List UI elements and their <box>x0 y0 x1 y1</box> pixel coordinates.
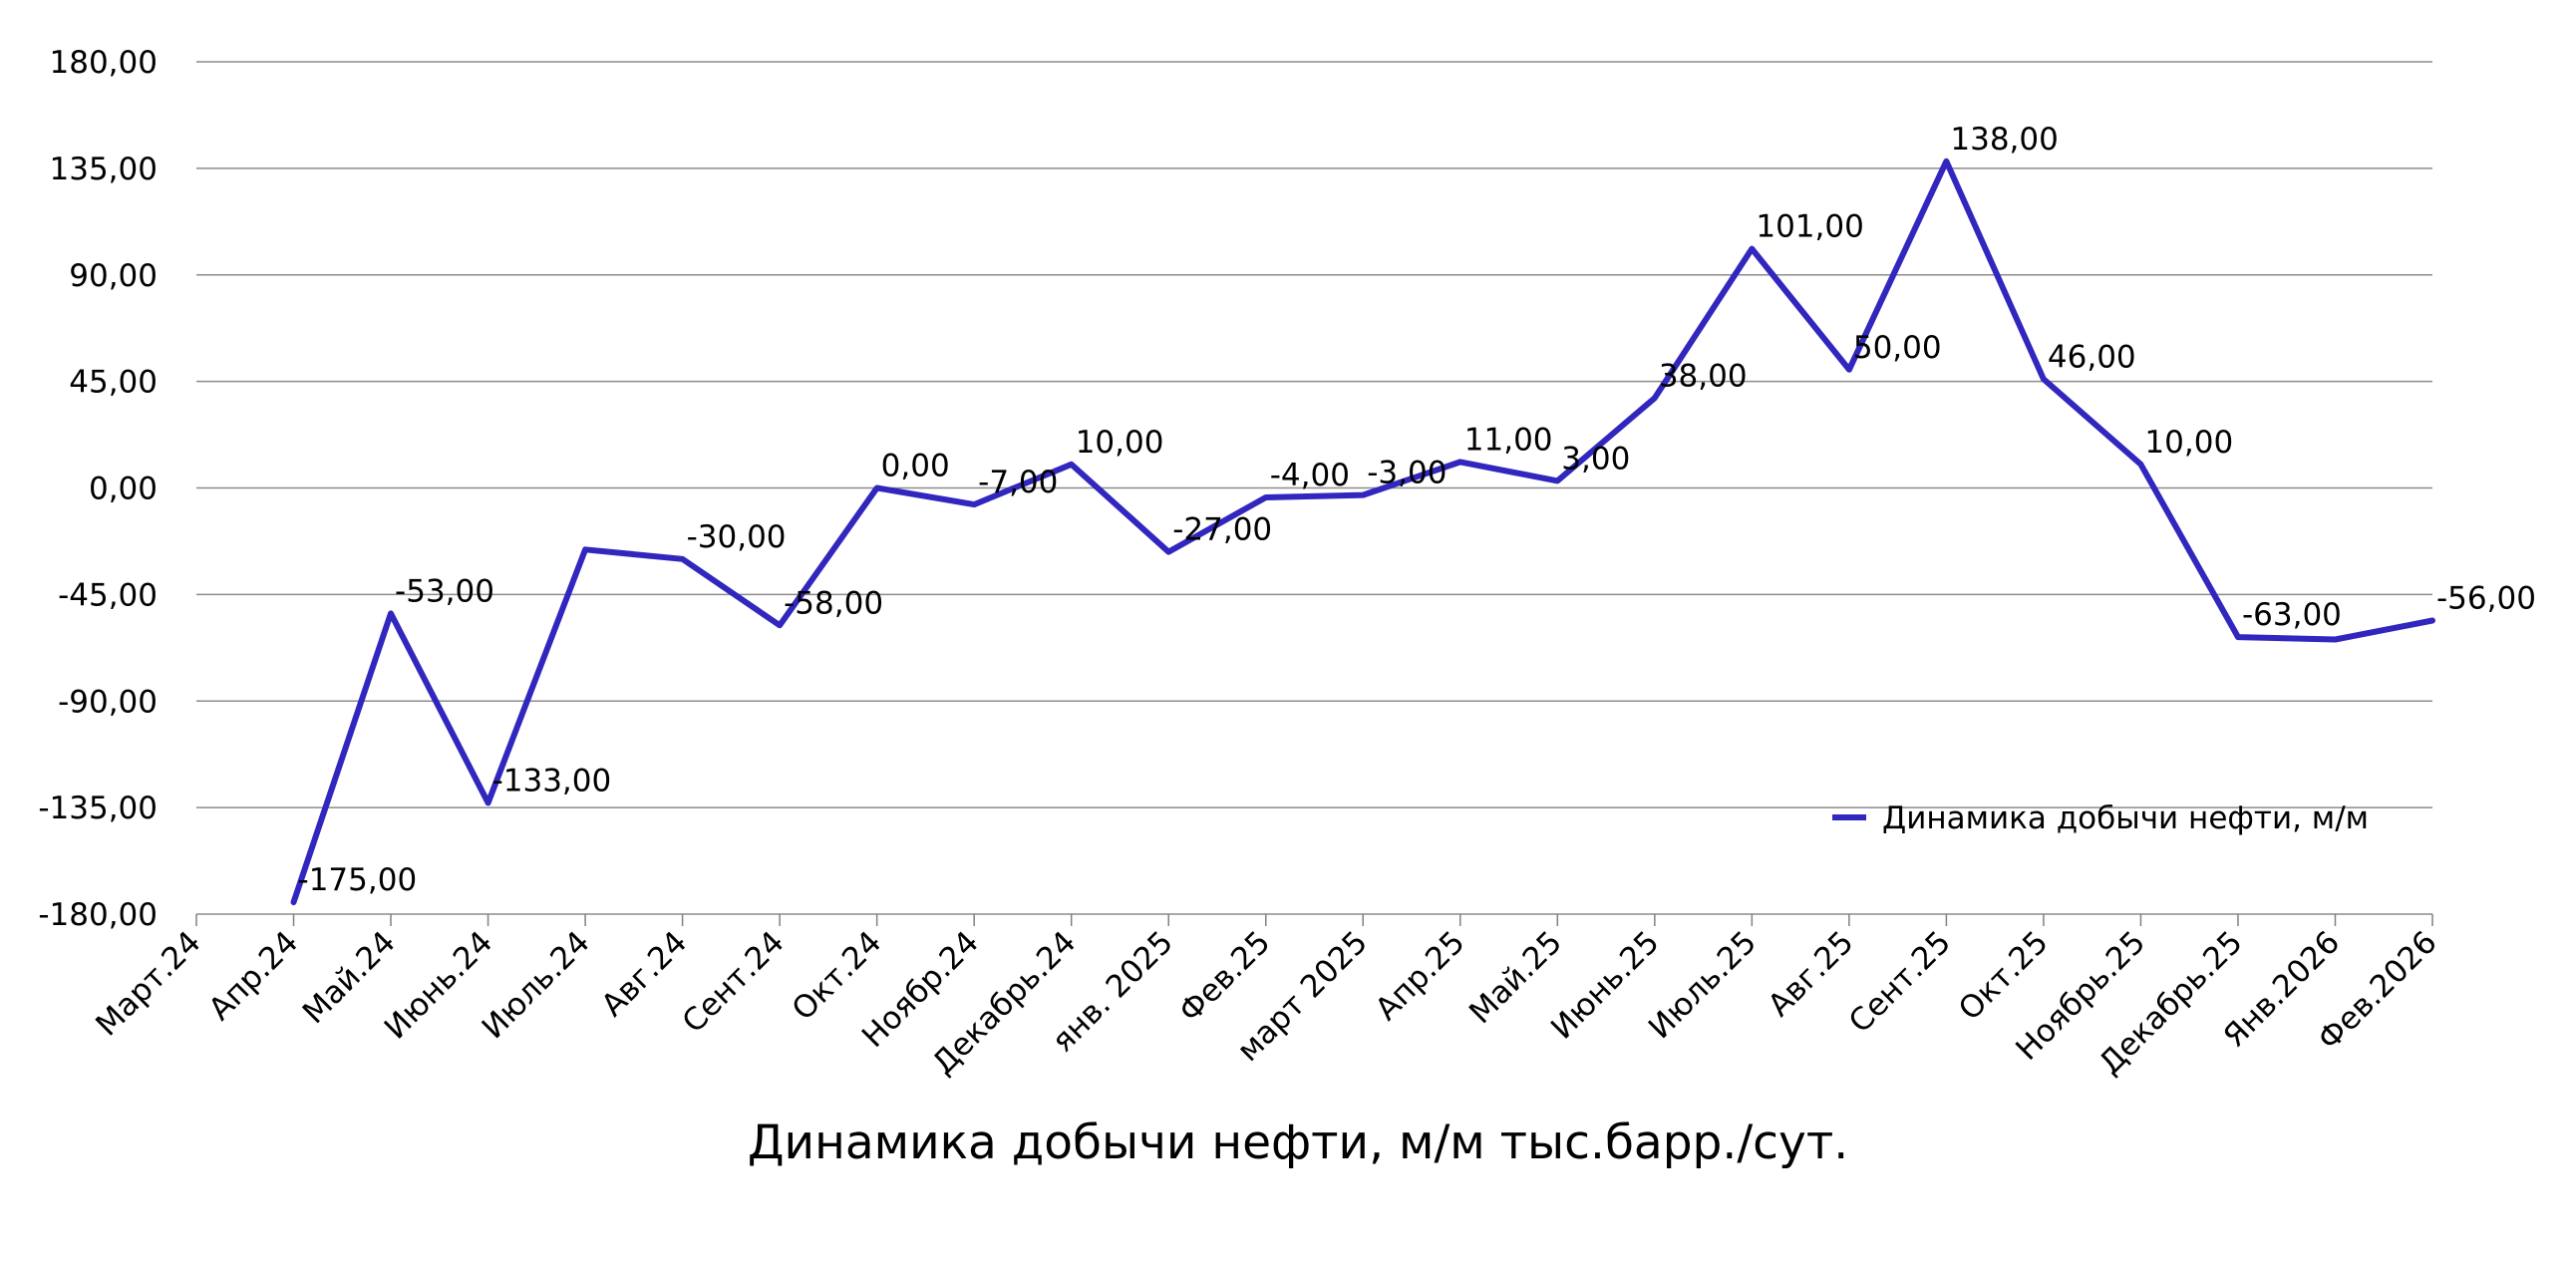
y-axis: 180,00 135,00 90,00 45,00 0,00 -45,00 -90,00 -1… <box>38 45 158 933</box>
y-tick-label: 0,00 <box>89 472 158 507</box>
x-tick-label: Авг.25 <box>1762 924 1861 1024</box>
data-label: 38,00 <box>1659 358 1748 394</box>
data-point <box>1652 395 1658 401</box>
data-point <box>291 899 297 905</box>
y-tick-label: 90,00 <box>69 258 158 294</box>
data-label: -63,00 <box>2242 597 2342 633</box>
series-line <box>290 158 2435 906</box>
data-labels: -175,00 -53,00 -133,00 -30,00 -58,00 0,00 -7,0… <box>298 122 2536 898</box>
y-tick-label: -180,00 <box>38 897 158 933</box>
y-tick-label: 180,00 <box>50 45 158 81</box>
data-label: 50,00 <box>1853 330 1942 366</box>
data-point <box>777 622 783 628</box>
y-tick-label: -45,00 <box>58 577 158 613</box>
y-tick-label: 135,00 <box>50 152 158 187</box>
y-tick-label: 45,00 <box>69 365 158 401</box>
x-tick-label: Авг.24 <box>595 924 695 1024</box>
data-label: -30,00 <box>687 519 787 555</box>
y-tick-label: -90,00 <box>58 684 158 720</box>
data-point <box>1263 494 1269 500</box>
data-point <box>1943 158 1949 164</box>
data-label: 101,00 <box>1756 209 1863 245</box>
data-label: 10,00 <box>2144 425 2233 461</box>
data-point <box>2041 376 2047 382</box>
x-tick-label: Июль.25 <box>1642 924 1764 1046</box>
x-tick-label: Март.24 <box>89 924 207 1043</box>
data-point <box>485 799 491 805</box>
data-point <box>2235 634 2241 640</box>
x-tick-label: Апр.25 <box>1369 924 1472 1028</box>
y-tick-label: -135,00 <box>38 791 158 826</box>
data-label: 3,00 <box>1561 441 1630 476</box>
data-point <box>874 485 880 491</box>
data-label: 11,00 <box>1464 422 1553 458</box>
data-label: -7,00 <box>978 465 1058 500</box>
data-label: 0,00 <box>881 449 950 484</box>
x-tick-label: Сент.25 <box>1842 924 1958 1040</box>
data-point <box>1749 246 1755 252</box>
data-label: 46,00 <box>2048 339 2136 375</box>
data-point <box>582 546 588 552</box>
chart-title: Динамика добычи нефти, м/м тыс.барр./сут… <box>748 1115 1848 1170</box>
series-lines <box>290 158 2435 906</box>
legend-label: Динамика добычи нефти, м/м <box>1882 800 2369 836</box>
data-label: -27,00 <box>1172 512 1272 548</box>
data-point <box>1457 459 1463 465</box>
data-label: 138,00 <box>1950 122 2058 158</box>
legend: Динамика добычи нефти, м/м <box>1832 800 2369 836</box>
data-label: -56,00 <box>2436 581 2536 617</box>
data-label: -4,00 <box>1270 458 1350 493</box>
data-point <box>2137 462 2143 468</box>
x-tick-label: Апр.24 <box>202 924 306 1028</box>
data-point <box>388 610 394 616</box>
x-tick-label: Сент.24 <box>676 924 792 1040</box>
data-label: -53,00 <box>395 573 494 609</box>
data-point <box>2332 637 2338 643</box>
data-label: -58,00 <box>784 585 883 621</box>
x-axis: Март.24Апр.24Май.24Июнь.24Июль.24Авг.24С… <box>89 914 2444 1082</box>
data-point <box>1165 549 1171 555</box>
data-label: -175,00 <box>298 862 418 898</box>
data-point <box>1360 492 1366 498</box>
data-point <box>971 501 977 507</box>
data-label: -133,00 <box>492 763 612 798</box>
data-point <box>1846 367 1852 373</box>
data-point <box>680 556 686 562</box>
data-point <box>2429 618 2435 624</box>
data-label: -3,00 <box>1367 456 1447 491</box>
x-tick-label: Июль.24 <box>476 924 597 1046</box>
data-point <box>1069 462 1075 468</box>
data-label: 10,00 <box>1076 425 1164 461</box>
data-point <box>1554 477 1560 483</box>
